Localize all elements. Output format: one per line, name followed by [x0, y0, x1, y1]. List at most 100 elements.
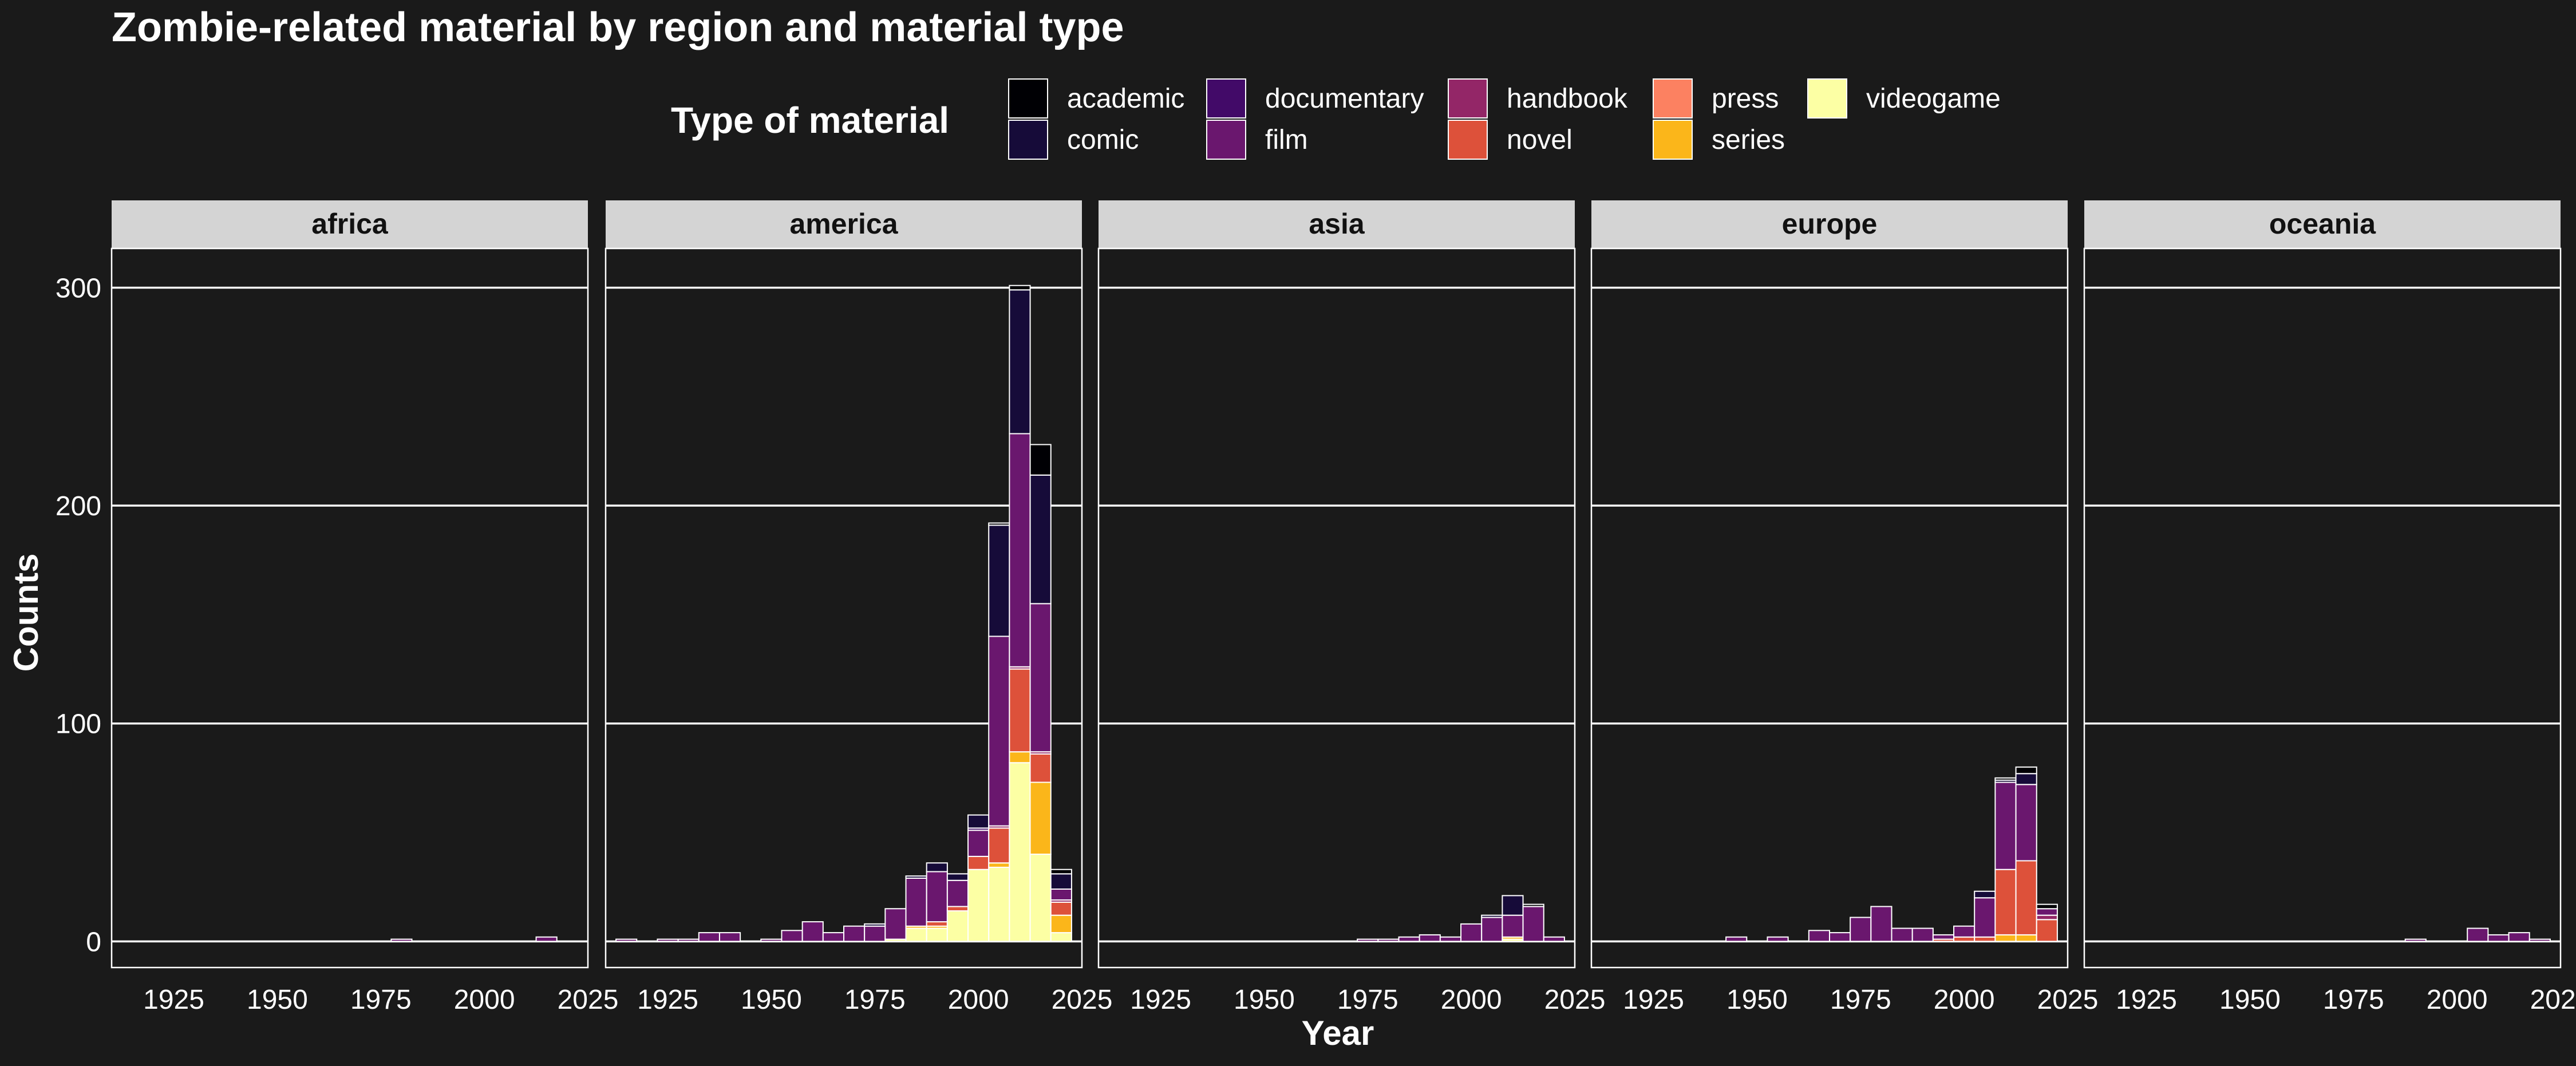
- bar-segment-europe-2020-film: [2036, 908, 2058, 916]
- bar-segment-europe-1965-film: [1808, 930, 1831, 942]
- facet-border: [605, 247, 1083, 969]
- y-tick-label: 300: [56, 274, 101, 304]
- bar-segment-europe-2015-academic: [2015, 766, 2037, 775]
- bar-segment-asia-1995-film: [1439, 936, 1462, 942]
- legend-key-videogame: [1807, 78, 1847, 119]
- bar-segment-america-1935-film: [698, 932, 720, 942]
- facet-panels: africa 1925 1950 1975 2000 2025 0 100 200 300 amer…: [56, 200, 2576, 1015]
- facet-panel-africa: africa 1925 1950 1975 2000 2025 0 100 200 300: [56, 200, 618, 1015]
- bar-segment-europe-1985-film: [1891, 927, 1913, 942]
- facet-border: [2083, 247, 2562, 969]
- bar-segment-america-1990-film: [926, 871, 948, 923]
- x-tick-label: 1925: [143, 985, 204, 1015]
- x-tick-label: 1925: [1623, 985, 1684, 1015]
- bar-segment-america-2015-film: [1029, 603, 1052, 753]
- bar-segment-asia-2005-comic: [1481, 914, 1503, 918]
- bar-segment-america-2005-novel: [988, 827, 1010, 864]
- bar-segment-america-2020-film: [1050, 888, 1072, 901]
- x-tick-label: 1950: [1234, 985, 1295, 1015]
- bar-segment-america-1985-film: [905, 877, 927, 927]
- bar-segment-america-2000-comic: [967, 814, 990, 829]
- bar-segment-europe-2010-novel: [1994, 868, 2017, 935]
- x-axis-title: Year: [1302, 1014, 1374, 1052]
- bar-segment-america-1995-comic: [946, 873, 969, 881]
- bar-segment-america-1930-film: [677, 938, 700, 942]
- facet-strip-label-america: america: [789, 208, 898, 240]
- x-tick-label: 1925: [1130, 985, 1191, 1015]
- bar-segment-america-1990-novel: [926, 921, 948, 927]
- bar-segment-europe-1990-film: [1911, 927, 1934, 942]
- bar-segment-america-1995-novel: [946, 906, 969, 912]
- bar-segment-europe-2015-film: [2015, 784, 2037, 862]
- facet-strip: [1099, 200, 1575, 248]
- bar-segment-asia-2015-film: [1522, 906, 1544, 942]
- x-tick-label: 2000: [2427, 985, 2488, 1015]
- legend-key-documentary: [1206, 78, 1246, 119]
- bar-segment-oceania-2015-film: [2508, 932, 2530, 942]
- chart-title: Zombie-related material by region and ma…: [112, 5, 1124, 50]
- legend-label-series: series: [1712, 125, 1785, 155]
- bar-segment-europe-2020-academic: [2036, 903, 2058, 910]
- y-tick-label: 100: [56, 709, 101, 740]
- facet-strip-label-africa: africa: [311, 208, 389, 240]
- x-tick-label: 1975: [2323, 985, 2384, 1015]
- bar-segment-oceania-2010-film: [2487, 934, 2510, 942]
- bar-segment-oceania-2005-film: [2467, 927, 2489, 942]
- legend-label-film: film: [1265, 125, 1308, 155]
- bar-segment-america-1990-comic: [926, 862, 948, 872]
- bar-segment-america-2015-academic: [1029, 444, 1052, 476]
- x-tick-label: 2025: [558, 985, 619, 1015]
- bar-segment-america-2005-academic: [988, 522, 1010, 526]
- bar-segment-america-1975-comic: [864, 923, 886, 927]
- bar-segment-oceania-2020-film: [2528, 938, 2551, 942]
- x-tick-label: 1975: [1830, 985, 1891, 1015]
- bar-segment-europe-2015-series: [2015, 934, 2037, 942]
- legend-key-academic: [1008, 78, 1048, 119]
- y-tick-label: 0: [86, 927, 101, 957]
- bar-segment-america-2020-novel: [1050, 901, 1072, 916]
- bar-segment-america-1965-film: [822, 932, 844, 942]
- facet-strip: [1591, 200, 2068, 248]
- bar-segment-america-2010-film: [1009, 433, 1031, 668]
- legend-key-press: [1653, 78, 1693, 119]
- x-tick-label: 1950: [741, 985, 802, 1015]
- bar-segment-america-2020-videogame: [1050, 932, 1072, 942]
- bar-segment-asia-1990-film: [1419, 934, 1441, 942]
- x-tick-label: 2025: [1052, 985, 1113, 1015]
- bar-segment-america-1940-film: [718, 932, 741, 942]
- bar-segment-america-2010-videogame: [1009, 762, 1031, 942]
- bar-segment-europe-2020-handbook: [2036, 914, 2058, 921]
- bar-segment-america-2020-series: [1050, 914, 1072, 934]
- bar-segment-america-1915-film: [615, 938, 638, 942]
- x-tick-label: 2000: [1934, 985, 1995, 1015]
- legend-label-comic: comic: [1067, 125, 1139, 155]
- bar-segment-america-2020-academic: [1050, 868, 1072, 875]
- bar-segment-america-1925-film: [657, 938, 679, 942]
- facet-strip: [112, 200, 588, 248]
- bar-segment-asia-1980-film: [1377, 938, 1400, 942]
- bar-segment-europe-1975-film: [1850, 917, 1872, 942]
- facet-strip: [2084, 200, 2561, 248]
- bar-segment-america-2005-videogame: [988, 866, 1010, 942]
- facet-strip-label-europe: europe: [1782, 208, 1878, 240]
- x-tick-label: 2025: [2530, 985, 2576, 1015]
- bar-segment-europe-2000-novel: [1953, 936, 1976, 942]
- x-tick-label: 2000: [948, 985, 1009, 1015]
- bar-segment-america-2015-series: [1029, 781, 1052, 855]
- y-tick-label: 200: [56, 491, 101, 522]
- bar-segment-asia-2010-film: [1502, 914, 1524, 938]
- bar-segment-america-2010-comic: [1009, 289, 1031, 435]
- bar-segment-europe-2015-comic: [2015, 773, 2037, 785]
- x-tick-label: 1975: [350, 985, 412, 1015]
- facet-panel-oceania: oceania 1925 1950 1975 2000 2025: [2083, 200, 2576, 1015]
- legend-label-videogame: videogame: [1866, 84, 2001, 114]
- bar-segment-europe-1970-film: [1829, 932, 1851, 942]
- bar-segment-europe-2010-academic: [1994, 777, 2017, 781]
- bar-segment-america-1975-film: [864, 925, 886, 942]
- bar-segment-europe-2010-film: [1994, 781, 2017, 870]
- x-tick-label: 1975: [844, 985, 906, 1015]
- bar-segment-america-2010-series: [1009, 751, 1031, 764]
- bar-segment-america-2020-comic: [1050, 873, 1072, 890]
- bar-segment-asia-2010-comic: [1502, 895, 1524, 916]
- x-tick-label: 1950: [247, 985, 308, 1015]
